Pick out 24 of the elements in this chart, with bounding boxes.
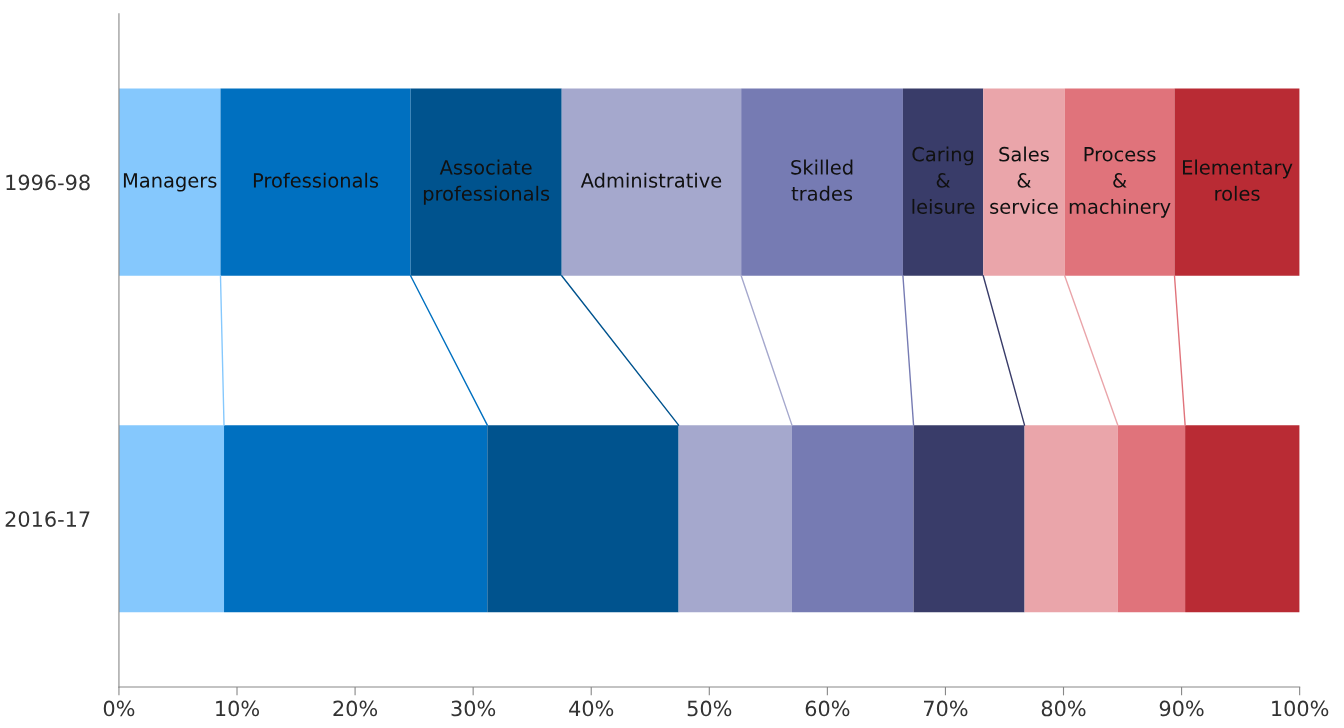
y-tick-label: 1996-98 xyxy=(6,174,90,191)
x-tick-label: 10% xyxy=(216,700,260,717)
series-label: Sales & service xyxy=(990,146,1058,214)
series-label: Professionals xyxy=(253,172,379,188)
bar xyxy=(1185,425,1300,613)
x-tick-label: 60% xyxy=(805,700,850,717)
series-label: Managers xyxy=(123,173,217,192)
series-label: Elementary roles xyxy=(1183,159,1293,201)
bar xyxy=(1174,88,1300,276)
series-label: Administrative xyxy=(580,172,722,188)
x-tick-label: 30% xyxy=(451,700,496,717)
y-tick-label: 2016-17 xyxy=(5,511,90,527)
x-tick-label: 90% xyxy=(1159,700,1204,717)
x-tick-label: 70% xyxy=(923,700,968,717)
series-label: Caring & leisure xyxy=(912,146,975,214)
x-tick-label: 0% xyxy=(103,700,135,717)
series-label: Process & machinery xyxy=(1069,147,1171,218)
x-tick-label: 80% xyxy=(1041,700,1086,717)
series-label: Associate professionals xyxy=(423,159,550,205)
x-tick-label: 100% xyxy=(1272,700,1329,717)
x-tick-label: 40% xyxy=(569,700,614,717)
x-tick-label: 50% xyxy=(687,700,732,717)
x-tick-label: 20% xyxy=(333,700,378,717)
series-label: Skilled trades xyxy=(791,159,853,201)
